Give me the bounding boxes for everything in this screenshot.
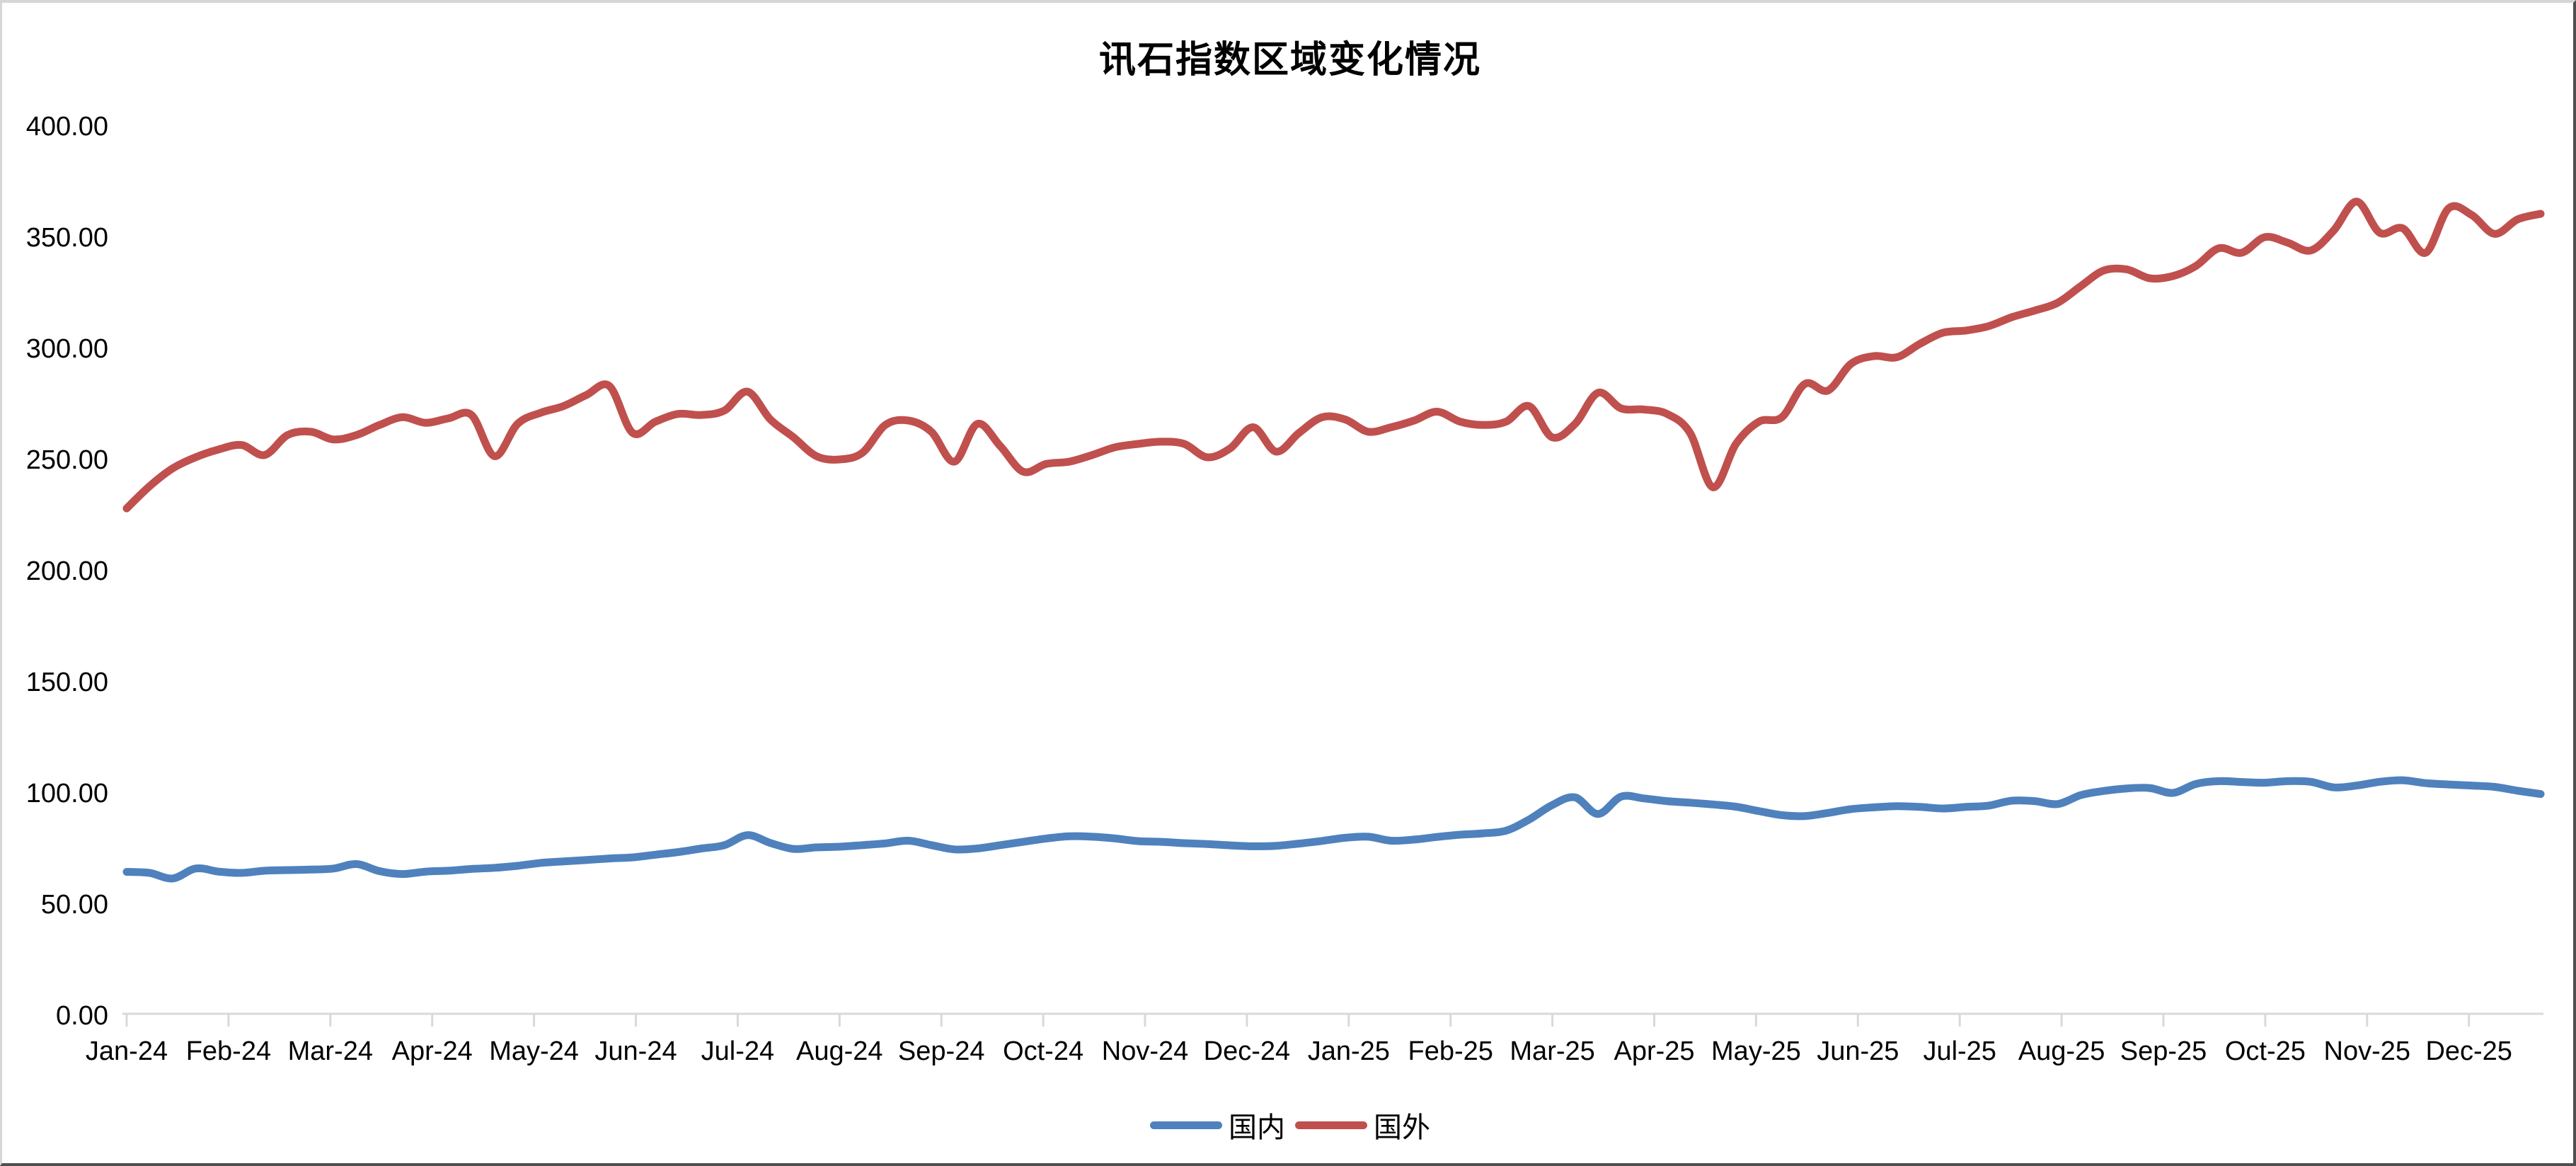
y-axis-tick-label: 350.00	[26, 223, 108, 253]
legend-label-foreign: 国外	[1374, 1111, 1430, 1143]
x-axis-tick-label: Feb-25	[1408, 1036, 1493, 1066]
x-axis-tick-label: Dec-25	[2425, 1036, 2512, 1066]
x-axis-tick-label: Sep-25	[2120, 1036, 2207, 1066]
legend-item-domestic: 国内	[1150, 1104, 1285, 1145]
x-axis-tick-label: Apr-24	[392, 1036, 473, 1066]
x-axis-tick-label: May-25	[1711, 1036, 1801, 1066]
y-axis-tick-label: 300.00	[26, 334, 108, 364]
x-axis-tick-label: Jun-25	[1817, 1036, 1899, 1066]
x-axis-tick-label: Apr-25	[1614, 1036, 1694, 1066]
legend-label-domestic: 国内	[1229, 1111, 1285, 1143]
x-axis-tick-label: Feb-24	[186, 1036, 271, 1066]
x-axis-tick-label: Mar-25	[1510, 1036, 1594, 1066]
series-line-foreign	[122, 198, 2545, 513]
x-axis-tick-label: Aug-25	[2018, 1036, 2105, 1066]
x-axis-tick-label: Nov-25	[2324, 1036, 2411, 1066]
y-axis-tick-label: 50.00	[41, 890, 108, 920]
legend-item-foreign: 国外	[1295, 1104, 1430, 1145]
chart-title: 讯石指数区域变化情况	[1098, 40, 1481, 81]
x-axis-tick-label: Jul-24	[701, 1036, 775, 1066]
x-axis-tick-label: Jul-25	[1923, 1036, 1996, 1066]
chart-legend: 国内 国外	[2, 1104, 2573, 1145]
x-axis-tick-label: Aug-24	[796, 1036, 883, 1066]
y-axis-tick-label: 0.00	[56, 1001, 108, 1031]
x-axis-tick-label: Jan-25	[1308, 1036, 1390, 1066]
x-axis-tick-label: Nov-24	[1102, 1036, 1189, 1066]
legend-marker-domestic-icon	[1150, 1121, 1222, 1129]
legend-marker-foreign-icon	[1295, 1121, 1367, 1129]
line-chart-plot-area: Jan-24 Feb-24 Mar-24 Apr-24 May-24 Jun-24 Jul-…	[26, 112, 2545, 1066]
x-axis-tick-label: Sep-24	[898, 1036, 985, 1066]
x-axis-tick-label: Dec-24	[1204, 1036, 1291, 1066]
y-axis-tick-label: 400.00	[26, 112, 108, 142]
y-axis-tick-label: 100.00	[26, 779, 108, 808]
y-axis-tick-label: 200.00	[26, 556, 108, 586]
x-axis-tick-label: Jun-24	[594, 1036, 677, 1066]
y-axis-tick-label: 150.00	[26, 668, 108, 697]
x-axis-tick-label: May-24	[489, 1036, 579, 1066]
x-axis-tick-label: Jan-24	[86, 1036, 168, 1066]
y-axis-tick-label: 250.00	[26, 445, 108, 475]
series-line-domestic	[122, 776, 2545, 883]
x-axis-tick-label: Oct-25	[2225, 1036, 2306, 1066]
x-axis-tick-label: Mar-24	[288, 1036, 373, 1066]
x-axis-tick-label: Oct-24	[1003, 1036, 1083, 1066]
